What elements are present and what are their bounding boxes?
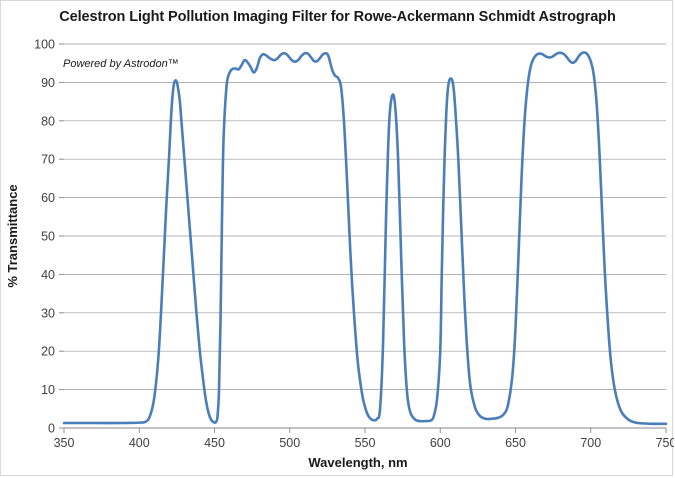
x-tick-label: 700 — [580, 436, 601, 450]
astrodon-watermark: Powered by Astrodon™ — [63, 58, 179, 70]
tickmarks-group — [59, 43, 667, 433]
y-tick-label: 90 — [41, 76, 55, 90]
x-tick-label: 600 — [430, 436, 451, 450]
y-tick-label: 10 — [41, 383, 55, 397]
x-tick-label: 350 — [54, 436, 75, 450]
y-tick-label: 50 — [41, 230, 55, 244]
x-tick-label: 500 — [279, 436, 300, 450]
y-tick-label: 100 — [34, 38, 55, 52]
y-axis-title: % Transmittance — [5, 184, 20, 287]
x-tick-label: 750 — [656, 436, 674, 450]
x-axis-title: Wavelength, nm — [308, 455, 407, 470]
x-tick-label: 450 — [204, 436, 225, 450]
chart-title: Celestron Light Pollution Imaging Filter… — [59, 9, 616, 25]
y-tick-label: 20 — [41, 345, 55, 359]
y-tick-label: 70 — [41, 153, 55, 167]
y-tick-label: 30 — [41, 306, 55, 320]
x-axis-tick-labels: 350 400 450 500 550 600 650 700 750 — [54, 436, 674, 450]
x-tick-label: 400 — [129, 436, 150, 450]
y-tick-label: 60 — [41, 191, 55, 205]
y-tick-label: 0 — [48, 422, 55, 436]
transmittance-curve — [62, 51, 668, 426]
gridlines-group — [64, 43, 666, 390]
x-tick-label: 650 — [505, 436, 526, 450]
x-tick-label: 550 — [355, 436, 376, 450]
y-tick-label: 80 — [41, 114, 55, 128]
y-tick-label: 40 — [41, 268, 55, 282]
y-axis-tick-labels: 0 10 20 30 40 50 60 70 80 90 100 — [34, 38, 55, 436]
